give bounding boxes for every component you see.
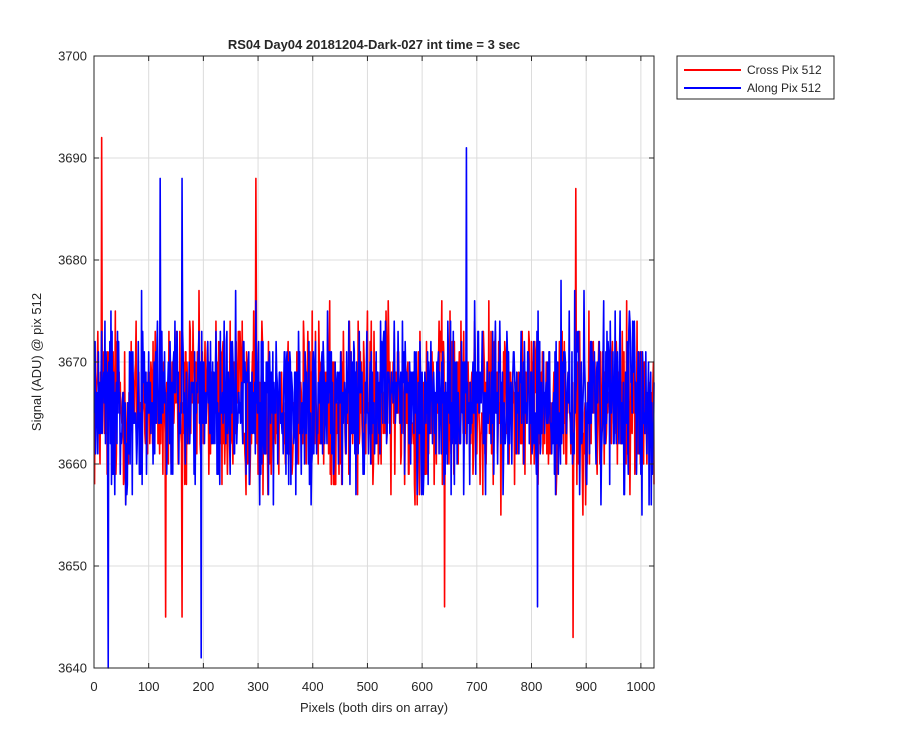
legend-label-along: Along Pix 512 <box>747 81 821 95</box>
y-tick-label: 3680 <box>58 253 87 268</box>
x-tick-label: 700 <box>466 679 488 694</box>
y-tick-label: 3650 <box>58 559 87 574</box>
legend-box <box>676 55 835 100</box>
x-tick-label: 800 <box>521 679 543 694</box>
x-tick-label: 400 <box>302 679 324 694</box>
y-axis-ticks: 3640 3650 3660 3670 3680 3690 3700 <box>58 49 654 676</box>
legend: Cross Pix 512 Along Pix 512 <box>676 55 835 100</box>
y-tick-label: 3690 <box>58 151 87 166</box>
x-tick-label: 100 <box>138 679 160 694</box>
chart-title: RS04 Day04 20181204-Dark-027 int time = … <box>228 37 520 52</box>
x-tick-label: 300 <box>247 679 269 694</box>
x-axis-ticks: 0 100 200 300 400 500 600 700 800 900 1000 <box>90 56 655 694</box>
y-tick-label: 3640 <box>58 661 87 676</box>
y-tick-label: 3700 <box>58 49 87 64</box>
x-tick-label: 500 <box>357 679 379 694</box>
x-tick-label: 600 <box>411 679 433 694</box>
y-tick-label: 3660 <box>58 457 87 472</box>
y-axis-label: Signal (ADU) @ pix 512 <box>29 293 44 431</box>
x-tick-label: 0 <box>90 679 97 694</box>
series-line-along-pix-512 <box>93 147 655 669</box>
legend-label-cross: Cross Pix 512 <box>747 63 822 77</box>
y-tick-label: 3670 <box>58 355 87 370</box>
x-tick-label: 900 <box>575 679 597 694</box>
x-tick-label: 200 <box>193 679 215 694</box>
x-axis-label: Pixels (both dirs on array) <box>300 700 448 715</box>
x-tick-label: 1000 <box>626 679 655 694</box>
series-lines <box>93 136 655 669</box>
